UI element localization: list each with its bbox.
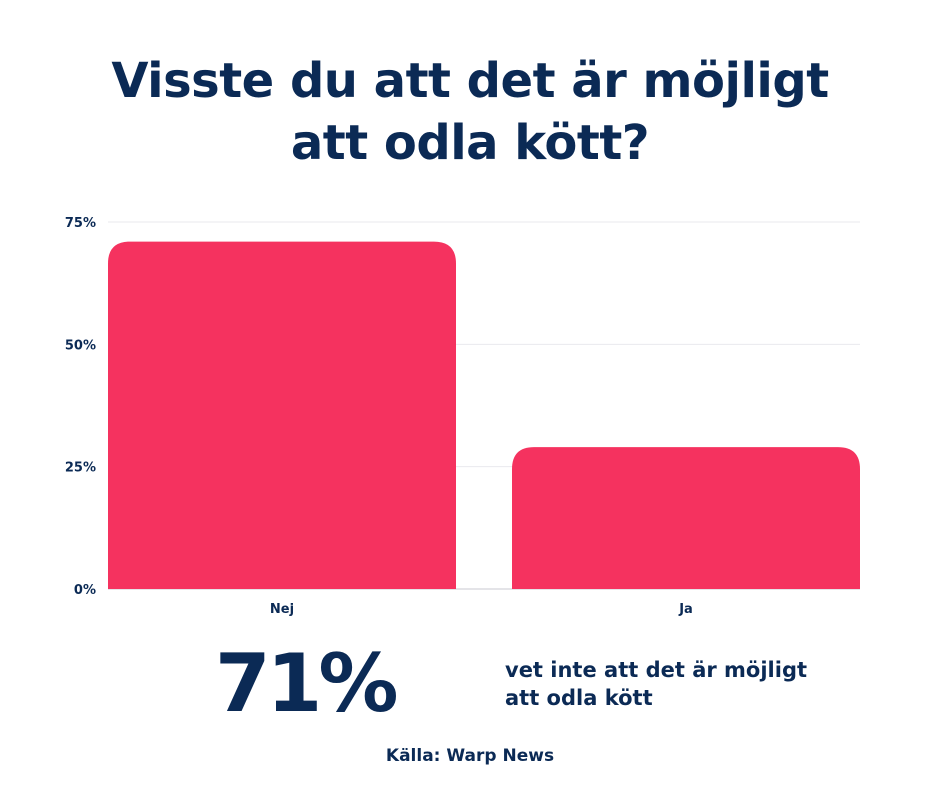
source-credit: Källa: Warp News [385, 746, 555, 766]
y-tick-label: 50% [65, 338, 96, 353]
chart-title-line-2: att odla kött? [290, 115, 650, 171]
highlight-description-line-1: vet inte att det är möjligt [505, 658, 808, 682]
chart-title-line-1: Visste du att det är möjligt [111, 53, 829, 109]
highlight-description: vet inte att det är möjligt att odla köt… [505, 656, 835, 712]
y-tick-label: 0% [74, 583, 96, 598]
highlight-description-line-2: att odla kött [505, 686, 653, 710]
bars [108, 241, 860, 589]
y-axis: 0% 25% 50% 75% [65, 216, 96, 598]
bar-nej [108, 241, 456, 589]
bar-ja [512, 447, 860, 589]
bar-chart: 0% 25% 50% 75% Nej Ja [65, 216, 860, 617]
chart-title: Visste du att det är möjligt att odla kö… [0, 50, 940, 174]
x-tick-label: Ja [678, 602, 693, 617]
x-axis: Nej Ja [270, 602, 693, 617]
highlight-percentage: 71% [215, 637, 398, 730]
y-tick-label: 75% [65, 216, 96, 231]
y-tick-label: 25% [65, 461, 96, 476]
x-tick-label: Nej [270, 602, 294, 617]
